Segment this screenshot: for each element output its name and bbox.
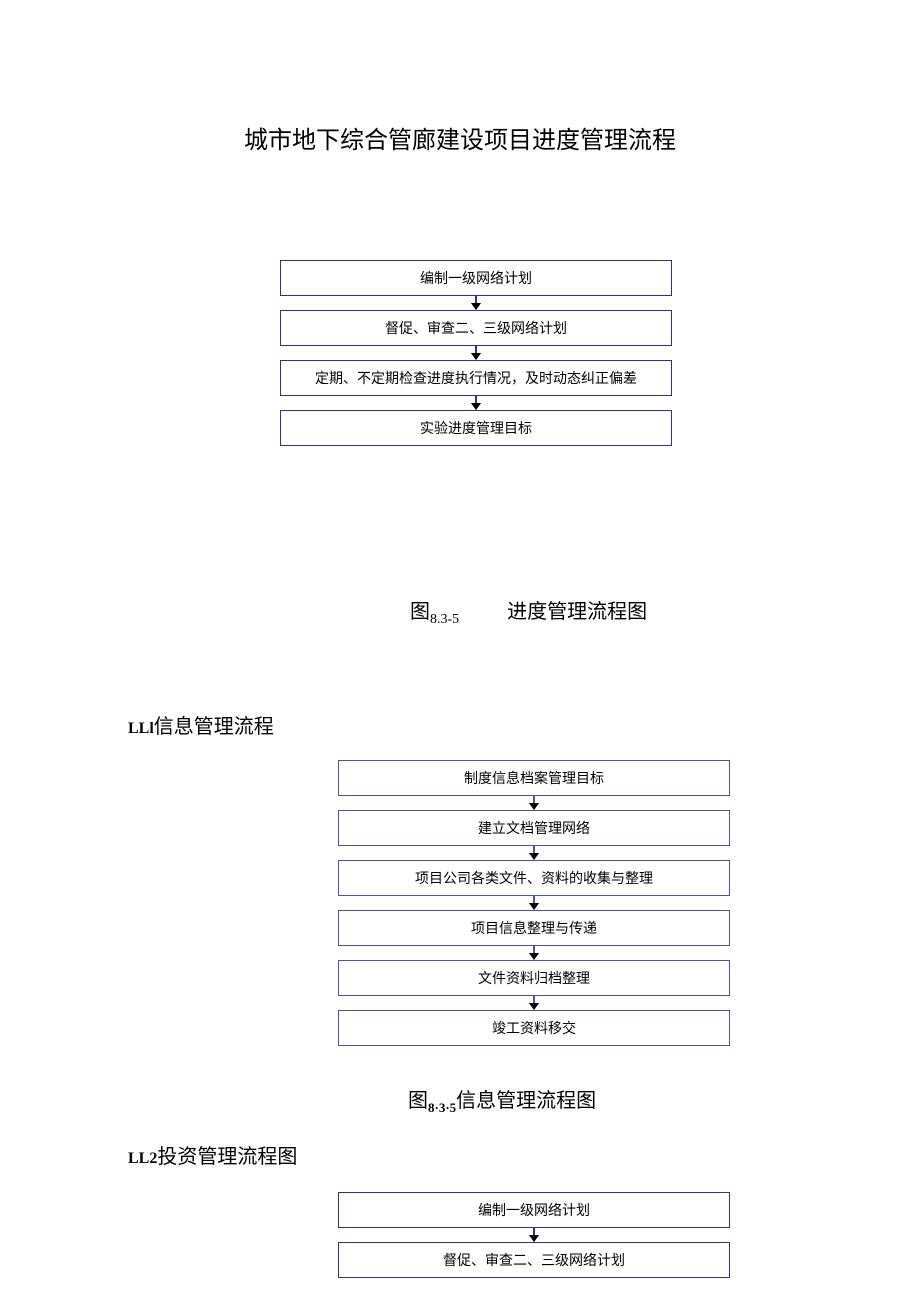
caption-prefix: 图 — [410, 601, 430, 623]
flowchart-investment: 编制一级网络计划督促、审查二、三级网络计划 — [338, 1192, 730, 1278]
flow-node: 制度信息档案管理目标 — [338, 760, 730, 796]
flow-node: 竣工资料移交 — [338, 1010, 730, 1046]
flow-node: 编制一级网络计划 — [280, 260, 672, 296]
caption-suffix: 进度管理流程图 — [507, 601, 647, 623]
flow-arrow — [533, 796, 535, 810]
section-heading-investment: LL2投资管理流程图 — [128, 1140, 297, 1169]
caption-sub: 8·3·5 — [428, 1100, 456, 1115]
flow-node: 督促、审查二、三级网络计划 — [338, 1242, 730, 1278]
flow-arrow — [475, 396, 477, 410]
flow-node: 建立文档管理网络 — [338, 810, 730, 846]
flow-node: 项目公司各类文件、资料的收集与整理 — [338, 860, 730, 896]
caption-figure-info: 图8·3·5信息管理流程图 — [408, 1084, 596, 1116]
caption-figure-8-3-5: 图8.3-5 进度管理流程图 — [410, 595, 647, 628]
flow-arrow — [533, 896, 535, 910]
flow-arrow — [533, 846, 535, 860]
flow-arrow — [475, 346, 477, 360]
flow-arrow — [533, 1228, 535, 1242]
flow-node: 实验进度管理目标 — [280, 410, 672, 446]
flow-arrow — [475, 296, 477, 310]
flow-node: 编制一级网络计划 — [338, 1192, 730, 1228]
section-prefix: LLl — [128, 720, 154, 737]
flow-node: 督促、审查二、三级网络计划 — [280, 310, 672, 346]
page-title: 城市地下综合管廊建设项目进度管理流程 — [0, 120, 920, 155]
flow-node: 定期、不定期检查进度执行情况，及时动态纠正偏差 — [280, 360, 672, 396]
caption-sub: 8.3-5 — [430, 612, 459, 627]
section-text: 信息管理流程 — [154, 716, 274, 738]
flow-arrow — [533, 946, 535, 960]
flow-node: 文件资料归档整理 — [338, 960, 730, 996]
section-prefix: LL2 — [128, 1150, 157, 1167]
section-heading-info: LLl信息管理流程 — [128, 710, 274, 739]
flowchart-progress: 编制一级网络计划督促、审查二、三级网络计划定期、不定期检查进度执行情况，及时动态… — [280, 260, 672, 446]
section-text: 投资管理流程图 — [157, 1146, 297, 1168]
caption-prefix: 图 — [408, 1090, 428, 1112]
flow-arrow — [533, 996, 535, 1010]
flowchart-information: 制度信息档案管理目标建立文档管理网络项目公司各类文件、资料的收集与整理项目信息整… — [338, 760, 730, 1046]
flow-node: 项目信息整理与传递 — [338, 910, 730, 946]
caption-suffix: 信息管理流程图 — [456, 1090, 596, 1112]
